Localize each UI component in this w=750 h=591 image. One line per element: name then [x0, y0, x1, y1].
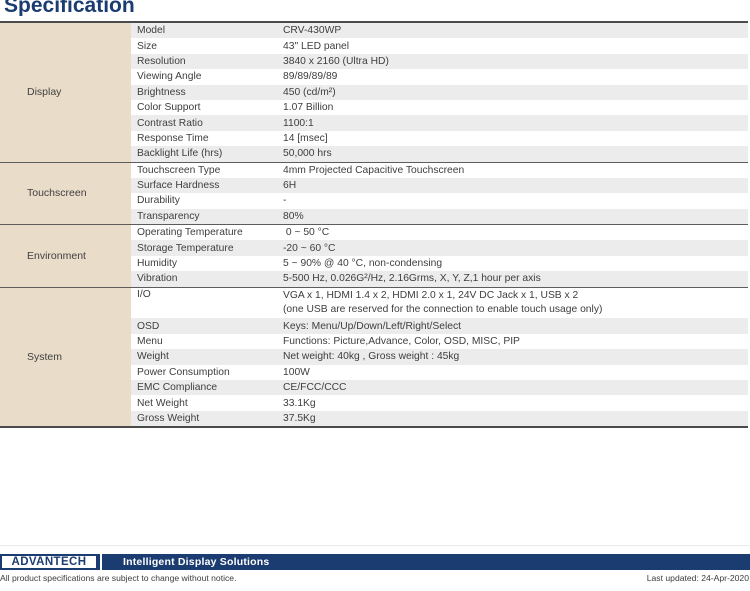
spec-row: Humidity 5 ~ 90% @ 40 °C, non-condensing: [131, 256, 748, 271]
spec-label: OSD: [137, 320, 160, 332]
spec-label: Size: [137, 40, 158, 52]
spec-label: Transparency: [137, 210, 200, 222]
spec-section-touchscreen: Touchscreen Touchscreen Type 4mm Projected…: [0, 161, 748, 225]
spec-label: Vibration: [137, 273, 178, 285]
spec-label: Contrast Ratio: [137, 117, 203, 129]
spec-value: 33.1Kg: [283, 397, 316, 409]
spec-label: Weight: [137, 351, 169, 363]
spec-label: Viewing Angle: [137, 71, 202, 83]
logo-gap: [100, 554, 102, 570]
spec-table: Display Model CRV-430WP Size 43" LED panel Re…: [0, 21, 748, 429]
spec-value: VGA x 1, HDMI 1.4 x 2, HDMI 2.0 x 1, 24V…: [283, 288, 748, 318]
spec-value: 43" LED panel: [283, 40, 350, 52]
spec-value: 89/89/89/89: [283, 71, 338, 83]
tagline-text: Intelligent Display Solutions: [123, 556, 270, 568]
spec-value: 100W: [283, 366, 310, 378]
footnotes: All product specifications are subject t…: [0, 573, 749, 583]
spec-value: 80%: [283, 210, 304, 222]
spec-row: Storage Temperature -20 ~ 60 °C: [131, 240, 748, 256]
spec-row: I/O VGA x 1, HDMI 1.4 x 2, HDMI 2.0 x 1, …: [131, 288, 748, 319]
spec-label: Model: [137, 25, 166, 37]
spec-label: Surface Hardness: [137, 180, 220, 192]
spec-section-system: System I/O VGA x 1, HDMI 1.4 x 2, HDMI 2.0…: [0, 286, 748, 427]
spec-value: 50,000 hrs: [283, 148, 332, 160]
spec-row: Backlight Life (hrs) 50,000 hrs: [131, 146, 748, 162]
spec-row: EMC Compliance CE/FCC/CCC: [131, 380, 748, 396]
spec-label: EMC Compliance: [137, 382, 218, 394]
spec-row: OSD Keys: Menu/Up/Down/Left/Right/Select: [131, 318, 748, 334]
spec-row: Transparency 80%: [131, 208, 748, 225]
page-title-clip: Specification: [0, 0, 750, 16]
spec-value: 5-500 Hz, 0.026G²/Hz, 2.16Grms, X, Y, Z,…: [283, 273, 541, 285]
spec-row: Brightness 450 (cd/m²): [131, 84, 748, 100]
spec-value: 37.5Kg: [283, 412, 316, 424]
spec-row: Gross Weight 37.5Kg: [131, 410, 748, 427]
advantech-logo-text: ADVANTECH: [11, 556, 87, 568]
category-cell: Display: [0, 23, 131, 162]
spec-row: Power Consumption 100W: [131, 365, 748, 380]
spec-row: Net Weight 33.1Kg: [131, 395, 748, 410]
spec-value: -20 ~ 60 °C: [283, 242, 336, 254]
spec-row: Contrast Ratio 1100:1: [131, 115, 748, 131]
page-title: Specification: [4, 0, 135, 16]
spec-section-display: Display Model CRV-430WP Size 43" LED panel Re…: [0, 23, 748, 162]
spec-row: Vibration 5-500 Hz, 0.026G²/Hz, 2.16Grms,…: [131, 271, 748, 287]
spec-value: 14 [msec]: [283, 132, 328, 144]
spec-value: 6H: [283, 180, 297, 192]
spec-label: Storage Temperature: [137, 242, 234, 254]
spec-value: CE/FCC/CCC: [283, 382, 347, 394]
spec-row: Resolution 3840 x 2160 (Ultra HD): [131, 53, 748, 70]
spec-row: Menu Functions: Picture,Advance, Color, O…: [131, 334, 748, 349]
spec-row: Durability -: [131, 193, 748, 208]
tagline-bar: Intelligent Display Solutions: [102, 554, 750, 570]
spec-value: 3840 x 2160 (Ultra HD): [283, 55, 389, 67]
spec-label: Touchscreen Type: [137, 164, 221, 176]
category-cell: System: [0, 287, 131, 427]
spec-value: 0 ~ 50 °C: [283, 227, 330, 239]
spec-row: Model CRV-430WP: [131, 23, 748, 39]
spec-label: Power Consumption: [137, 366, 230, 378]
spec-row: Weight Net weight: 40kg , Gross weight : …: [131, 349, 748, 365]
spec-value: 1.07 Billion: [283, 102, 334, 114]
spec-value: Keys: Menu/Up/Down/Left/Right/Select: [283, 320, 461, 332]
spec-value: CRV-430WP: [283, 25, 342, 37]
spec-label: Menu: [137, 336, 163, 348]
footnote-right: Last updated: 24-Apr-2020: [646, 573, 749, 583]
spec-value: 5 ~ 90% @ 40 °C, non-condensing: [283, 258, 443, 270]
spec-row: Viewing Angle 89/89/89/89: [131, 69, 748, 84]
spec-label: I/O: [137, 289, 151, 301]
spec-label: Backlight Life (hrs): [137, 148, 223, 160]
spec-row: Touchscreen Type 4mm Projected Capacitive…: [131, 163, 748, 178]
spec-label: Gross Weight: [137, 412, 200, 424]
spec-row: Surface Hardness 6H: [131, 177, 748, 194]
spec-value: Functions: Picture,Advance, Color, OSD, …: [283, 336, 520, 348]
spec-value: 4mm Projected Capacitive Touchscreen: [283, 164, 465, 176]
spec-row: Operating Temperature 0 ~ 50 °C: [131, 225, 748, 240]
spec-label: Durability: [137, 195, 180, 207]
spec-label: Resolution: [137, 55, 186, 67]
spec-value: -: [283, 195, 287, 207]
spec-row: Size 43" LED panel: [131, 38, 748, 53]
spec-label: Net Weight: [137, 397, 188, 409]
spec-value-line-1: VGA x 1, HDMI 1.4 x 2, HDMI 2.0 x 1, 24V…: [283, 290, 579, 302]
footnote-left: All product specifications are subject t…: [0, 573, 237, 583]
spec-label: Color Support: [137, 102, 201, 114]
spec-section-environment: Environment Operating Temperature 0 ~ 50 …: [0, 224, 748, 287]
spec-label: Brightness: [137, 86, 186, 98]
category-cell: Touchscreen: [0, 162, 131, 225]
spec-row: Color Support 1.07 Billion: [131, 100, 748, 115]
spec-label: Operating Temperature: [137, 227, 243, 239]
spec-label: Humidity: [137, 258, 178, 270]
spec-value: 450 (cd/m²): [283, 86, 336, 98]
category-cell: Environment: [0, 225, 131, 287]
advantech-logo: ADVANTECH: [0, 554, 100, 570]
spec-value: Net weight: 40kg , Gross weight : 45kg: [283, 351, 460, 363]
spec-label: Response Time: [137, 132, 209, 144]
spec-value-line-2: (one USB are reserved for the connection…: [283, 304, 603, 316]
spec-value: 1100:1: [283, 117, 314, 129]
footer-divider: [0, 545, 750, 546]
footer-bar: ADVANTECH Intelligent Display Solutions: [0, 554, 750, 570]
spec-row: Response Time 14 [msec]: [131, 131, 748, 146]
